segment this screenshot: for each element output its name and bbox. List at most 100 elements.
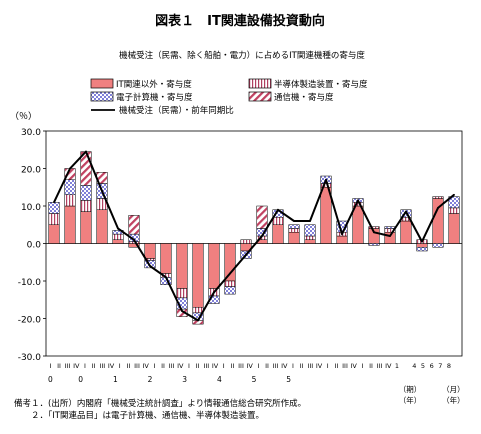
x-period-label: III [203, 362, 209, 370]
y-axis-label: （％） [10, 111, 37, 122]
x-period-label: IV [316, 362, 323, 370]
x-period-label: III [134, 362, 140, 370]
line-point [85, 150, 87, 153]
x-period-label: I [153, 362, 155, 370]
line-point [165, 276, 167, 279]
y-tick-label: -10.0 [18, 278, 42, 288]
line-point [229, 272, 231, 275]
legend-item-comm: 通信機・寄与度 [248, 91, 334, 103]
line-point [325, 178, 327, 181]
x-period-label: IV [281, 362, 288, 370]
x-period-label: III [342, 362, 348, 370]
line-point [277, 208, 279, 211]
legend-item-it_other: IT関連以外・寄与度 [90, 78, 192, 90]
x-period-label: I [223, 362, 225, 370]
legend-swatch-computer [90, 91, 114, 102]
x-axis-unit-note: （期） [399, 385, 422, 394]
bar-it_other [112, 239, 124, 244]
bar-it_other [352, 205, 364, 244]
bar-comm [128, 215, 140, 235]
line-point [133, 238, 135, 241]
bar-semiconductor [128, 241, 140, 244]
bar-computer [448, 196, 460, 209]
x-period-label: III [307, 362, 313, 370]
x-period-label: III [238, 362, 244, 370]
x-year-label: 5 [286, 375, 291, 384]
bar-semiconductor [368, 226, 380, 229]
footnote-1: 備考１．(出所）内閣府「機械受注統計調査」より情報通信総合研究所作成。 [14, 399, 307, 409]
y-tick-label: 20.0 [21, 166, 41, 176]
x-period-label: II [265, 362, 269, 370]
line-point [261, 235, 263, 237]
bar-it_other [160, 243, 172, 274]
bar-semiconductor [272, 217, 284, 225]
legend-label-line: 機械受注（民需）・前年同期比 [119, 105, 234, 116]
bar-semiconductor [176, 288, 188, 299]
line-point [197, 319, 199, 322]
legend-swatch-semiconductor [248, 78, 272, 89]
bar-computer [416, 247, 428, 252]
legend-swatch-it_other [90, 78, 114, 89]
bar-it_other [336, 235, 348, 244]
bar-it_other [192, 243, 204, 308]
bar-computer [48, 202, 60, 214]
legend-item-line: 機械受注（民需）・前年同期比 [91, 105, 234, 116]
bar-it_other [64, 205, 76, 244]
bar-computer [80, 185, 92, 201]
x-period-label: 1 [395, 362, 399, 370]
x-period-label: 5 [421, 362, 425, 370]
line-point [341, 233, 343, 236]
bar-it_other [96, 209, 108, 244]
y-tick-label: -30.0 [18, 353, 42, 363]
x-period-label: II [334, 362, 338, 370]
bar-it_other [224, 243, 236, 282]
x-period-label: II [161, 362, 165, 370]
bar-semiconductor [240, 239, 252, 244]
legend-label-semiconductor: 半導体製造装置・寄与度 [274, 79, 368, 90]
bar-semiconductor [432, 196, 444, 199]
bar-semiconductor [48, 213, 60, 225]
bar-it_other [304, 239, 316, 244]
x-period-label: IV [212, 362, 219, 370]
legend-label-comm: 通信機・寄与度 [274, 92, 334, 103]
x-period-label: I [119, 362, 121, 370]
x-period-label: I [327, 362, 329, 370]
legend-item-computer: 電子計算機・寄与度 [90, 91, 193, 103]
x-period-label: IV [350, 362, 357, 370]
x-year-label: 0 [78, 375, 83, 384]
legend-swatch-comm [248, 91, 272, 102]
x-period-label: 8 [447, 362, 451, 370]
line-point [309, 220, 311, 222]
x-period-label: II [369, 362, 373, 370]
x-period-label: IV [142, 362, 149, 370]
line-point [101, 190, 103, 192]
x-period-label: III [99, 362, 105, 370]
y-tick-label: 10.0 [21, 203, 41, 213]
x-period-label: II [300, 362, 304, 370]
line-point [373, 231, 375, 234]
bar-semiconductor [80, 200, 92, 212]
bar-computer [304, 224, 316, 237]
x-period-label: II [196, 362, 200, 370]
bar-semiconductor [304, 235, 316, 240]
x-year-label: 0 [48, 375, 53, 384]
x-axis-unit-note: （年） [442, 395, 465, 405]
x-axis-unit-note: （年） [399, 395, 422, 405]
legend-item-semiconductor: 半導体製造装置・寄与度 [248, 78, 368, 90]
line-point [357, 199, 359, 202]
bar-it_other [288, 232, 300, 244]
legend-label-it_other: IT関連以外・寄与度 [116, 79, 192, 90]
bar-computer [224, 286, 236, 295]
x-year-label: 2 [148, 375, 153, 384]
bar-semiconductor [288, 228, 300, 233]
line-point [213, 291, 215, 294]
x-period-label: I [49, 362, 51, 370]
line-point [181, 310, 183, 312]
x-period-label: II [126, 362, 130, 370]
bar-semiconductor [352, 202, 364, 207]
x-period-label: IV [177, 362, 184, 370]
x-period-label: I [257, 362, 259, 370]
bar-computer [384, 226, 396, 229]
y-tick-label: -20.0 [18, 316, 42, 326]
